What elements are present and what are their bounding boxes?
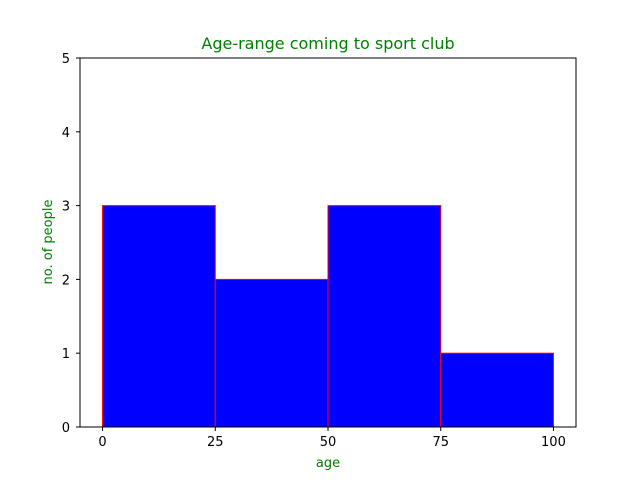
y-tick-label: 3 [62,200,70,215]
y-axis-label: no. of people [41,200,56,285]
x-tick-label: 0 [98,435,106,450]
histogram-bar-4 [440,352,554,428]
x-tick-label: 25 [207,435,224,450]
y-tick-label: 5 [62,52,70,67]
x-axis: 0 25 50 75 100 [98,427,566,450]
x-tick-label: 50 [320,435,337,450]
plot-area-frame [79,57,577,428]
y-tick-label: 4 [62,126,70,141]
y-axis: 0 1 2 3 4 5 [62,52,80,436]
histogram-bar-1 [102,205,216,428]
y-tick-label: 2 [62,273,70,288]
bars-group [102,205,554,428]
histogram-bar-2 [214,278,329,428]
y-tick-label: 1 [62,347,70,362]
histogram-bar-3 [327,205,442,428]
chart-title: Age-range coming to sport club [201,34,454,53]
y-tick-label: 0 [62,421,70,436]
x-tick-label: 100 [541,435,566,450]
x-axis-label: age [316,456,340,471]
x-tick-label: 75 [432,435,449,450]
